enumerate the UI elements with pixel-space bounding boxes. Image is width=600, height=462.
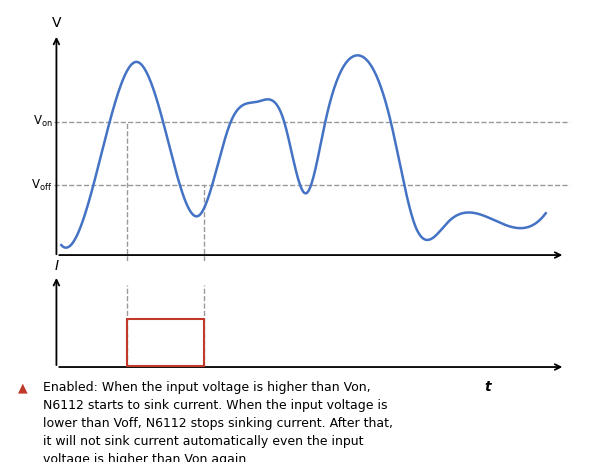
Text: V: V <box>52 16 61 30</box>
Text: ▲: ▲ <box>18 381 28 394</box>
Text: I: I <box>55 260 58 274</box>
Text: t: t <box>484 380 491 394</box>
Text: $\mathregular{V_{on}}$: $\mathregular{V_{on}}$ <box>33 114 53 129</box>
Text: Enabled: When the input voltage is higher than Von,
N6112 starts to sink current: Enabled: When the input voltage is highe… <box>43 381 393 462</box>
Text: $\mathregular{V_{off}}$: $\mathregular{V_{off}}$ <box>31 178 53 193</box>
Bar <box>127 319 204 366</box>
